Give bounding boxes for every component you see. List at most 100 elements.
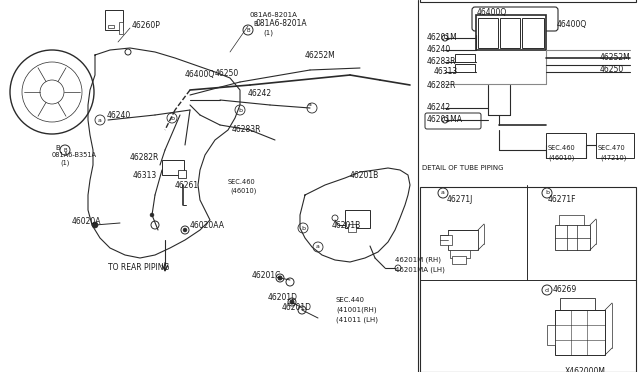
Text: 081A6-B351A: 081A6-B351A <box>52 152 97 158</box>
Text: b: b <box>545 190 549 196</box>
Text: 46201M: 46201M <box>427 32 458 42</box>
Bar <box>546 133 586 158</box>
Bar <box>348 224 356 232</box>
Text: 46020A: 46020A <box>72 217 102 225</box>
Text: (1): (1) <box>263 30 273 36</box>
Bar <box>522 18 544 48</box>
Bar <box>596 133 634 158</box>
Text: 46271F: 46271F <box>548 196 577 205</box>
Text: 46313: 46313 <box>434 67 458 77</box>
Bar <box>440 235 452 245</box>
Circle shape <box>442 117 448 123</box>
Text: B: B <box>246 28 250 32</box>
Text: 46242: 46242 <box>248 90 272 99</box>
Text: 46201D: 46201D <box>268 294 298 302</box>
Bar <box>162 160 184 175</box>
Text: B: B <box>63 148 67 153</box>
FancyBboxPatch shape <box>472 7 558 31</box>
Text: 46201B: 46201B <box>332 221 361 230</box>
Circle shape <box>40 80 64 104</box>
Text: SEC.460: SEC.460 <box>228 179 256 185</box>
Text: a: a <box>316 244 320 250</box>
Text: 46252M: 46252M <box>600 52 631 61</box>
Text: 46261: 46261 <box>175 180 199 189</box>
Bar <box>448 230 478 250</box>
Text: 46313: 46313 <box>133 170 157 180</box>
Circle shape <box>278 276 282 280</box>
Circle shape <box>442 35 448 41</box>
Text: 46240: 46240 <box>107 112 131 121</box>
Text: b: b <box>301 225 305 231</box>
Text: (41011 (LH): (41011 (LH) <box>336 317 378 323</box>
Text: a: a <box>98 118 102 122</box>
Bar <box>119 22 123 34</box>
Text: 46260P: 46260P <box>132 22 161 31</box>
Text: SEC.470: SEC.470 <box>598 145 626 151</box>
Text: 46201D: 46201D <box>282 304 312 312</box>
Circle shape <box>95 115 105 125</box>
Circle shape <box>298 306 306 314</box>
Text: (46010): (46010) <box>230 188 257 194</box>
Circle shape <box>181 226 189 234</box>
Circle shape <box>542 188 552 198</box>
Circle shape <box>288 298 296 306</box>
Circle shape <box>10 50 94 134</box>
Text: d: d <box>545 288 549 292</box>
Bar <box>555 310 605 355</box>
Text: 46400Q: 46400Q <box>557 20 588 29</box>
Text: B: B <box>253 21 258 27</box>
Circle shape <box>150 213 154 217</box>
Circle shape <box>286 278 294 286</box>
Text: (1): (1) <box>60 160 69 166</box>
Bar <box>450 250 470 258</box>
Text: a: a <box>308 102 312 106</box>
Text: 46400Q: 46400Q <box>185 70 215 78</box>
Circle shape <box>183 228 187 232</box>
Text: 46252M: 46252M <box>305 51 336 60</box>
Text: 46201M (RH): 46201M (RH) <box>395 257 441 263</box>
Text: SEC.440: SEC.440 <box>336 297 365 303</box>
Circle shape <box>395 265 401 271</box>
Bar <box>345 210 370 228</box>
Text: 46201MA (LH): 46201MA (LH) <box>395 267 445 273</box>
Bar <box>420 187 636 372</box>
Bar <box>178 170 186 178</box>
Circle shape <box>542 285 552 295</box>
Bar <box>559 215 584 225</box>
Text: b: b <box>238 108 242 112</box>
Circle shape <box>151 221 159 229</box>
Circle shape <box>307 103 317 113</box>
Text: (46010): (46010) <box>548 155 574 161</box>
Text: 46250: 46250 <box>215 70 239 78</box>
Text: 46250: 46250 <box>600 65 624 74</box>
Circle shape <box>313 242 323 252</box>
Bar <box>476 15 546 50</box>
Text: 46282R: 46282R <box>130 154 159 163</box>
Text: (47210): (47210) <box>600 155 627 161</box>
Circle shape <box>22 62 82 122</box>
Circle shape <box>332 215 338 221</box>
Text: B: B <box>55 145 60 151</box>
Bar <box>108 25 114 28</box>
Circle shape <box>290 300 294 304</box>
Text: b: b <box>170 115 174 121</box>
Text: 46201C: 46201C <box>252 270 282 279</box>
Text: a: a <box>441 190 445 196</box>
Text: 46201MA: 46201MA <box>427 115 463 125</box>
Text: DETAIL OF TUBE PIPING: DETAIL OF TUBE PIPING <box>422 165 504 171</box>
Circle shape <box>438 188 448 198</box>
Bar <box>455 64 475 72</box>
Text: 46283R: 46283R <box>232 125 262 135</box>
Text: 46283R: 46283R <box>427 58 456 67</box>
Text: 46242: 46242 <box>427 103 451 112</box>
Bar <box>420 0 636 2</box>
Text: 46240: 46240 <box>427 45 451 55</box>
Circle shape <box>60 145 70 155</box>
Bar <box>455 54 475 62</box>
Text: 46282R: 46282R <box>427 80 456 90</box>
Text: (41001(RH): (41001(RH) <box>336 307 376 313</box>
Circle shape <box>243 25 253 35</box>
Circle shape <box>167 113 177 123</box>
Text: 46269: 46269 <box>553 285 577 295</box>
Text: SEC.460: SEC.460 <box>548 145 576 151</box>
